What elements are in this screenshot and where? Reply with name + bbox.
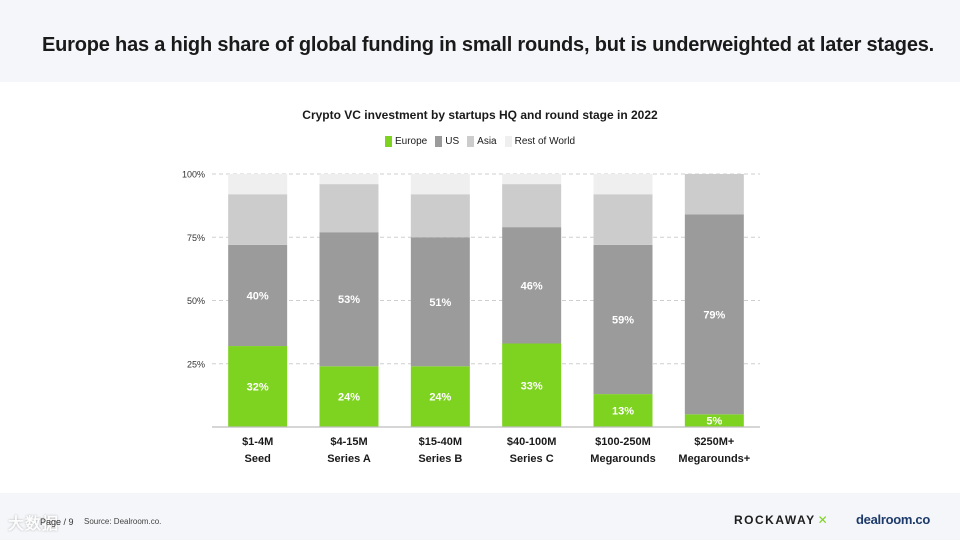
bar-segment-asia [319, 184, 379, 233]
bar-segment-europe [593, 394, 653, 427]
source-note: Source: Dealroom.co. [84, 517, 162, 526]
x-tick-label: Series C [510, 453, 554, 465]
data-label: 5% [706, 416, 722, 428]
legend-item-asia: Asia [467, 136, 497, 147]
rockaway-wordmark: ROCKAWAY [734, 513, 816, 527]
y-tick-label: 100% [182, 170, 205, 180]
x-tick-label: Megarounds [590, 453, 655, 465]
x-tick-label: Series A [327, 453, 371, 465]
x-tick-label: Series B [418, 453, 462, 465]
bar-segment-europe [319, 366, 379, 427]
bar-segment-us [684, 214, 744, 415]
legend-item-rest-of-world: Rest of World [504, 136, 575, 147]
data-label: 40% [247, 290, 269, 302]
chart-title: Crypto VC investment by startups HQ and … [302, 108, 658, 122]
bar-segment-us [410, 237, 470, 367]
legend-label: Asia [477, 136, 497, 147]
x-tick-label: $1-4M [242, 436, 273, 448]
page-headline: Europe has a high share of global fundin… [42, 34, 935, 56]
bar-segment-asia [502, 184, 562, 228]
bar-segment-europe [410, 366, 470, 427]
legend-item-us: US [435, 136, 459, 147]
bar-segment-asia [410, 194, 470, 238]
x-tick-label: $250M+ [694, 436, 734, 448]
bar-segment-europe [502, 343, 562, 427]
data-label: 79% [703, 309, 725, 321]
bar-segment-us [319, 232, 379, 367]
bar-segment-rest-of-world [410, 174, 470, 195]
y-tick-label: 75% [187, 233, 205, 243]
data-label: 24% [429, 392, 451, 404]
footer-band [0, 493, 960, 540]
legend-swatch [435, 136, 443, 147]
bar-segment-rest-of-world [502, 174, 562, 185]
bar-segment-rest-of-world [593, 174, 653, 195]
legend-swatch [467, 136, 475, 147]
legend-swatch [504, 136, 512, 147]
data-label: 59% [612, 314, 634, 326]
header-band [0, 0, 960, 82]
watermark-text: 大数据 [8, 516, 60, 533]
legend-label: Europe [395, 136, 428, 147]
y-tick-label: 25% [187, 359, 205, 369]
bar-segment-us [502, 227, 562, 344]
data-label: 32% [247, 382, 269, 394]
data-label: 51% [429, 297, 451, 309]
x-tick-label: Megarounds+ [678, 453, 750, 465]
bar-segment-europe [684, 414, 744, 427]
x-tick-label: Seed [245, 453, 271, 465]
bar-segment-asia [593, 194, 653, 245]
data-label: 46% [521, 280, 543, 292]
data-label: 33% [521, 380, 543, 392]
rockaway-logo: ROCKAWAY ✕ [734, 513, 829, 527]
bar-segment-europe [228, 346, 288, 427]
bar-segment-us [228, 244, 288, 347]
x-tick-label: $15-40M [419, 436, 462, 448]
bar-segment-asia [684, 174, 744, 215]
x-tick-label: $100-250M [595, 436, 651, 448]
rockaway-x-icon: ✕ [817, 513, 830, 527]
legend-label: Rest of World [514, 136, 575, 147]
legend-item-europe: Europe [385, 136, 427, 147]
page-number: Page / 9 [40, 517, 74, 527]
bar-segment-us [593, 244, 653, 395]
data-label: 13% [612, 406, 634, 418]
data-label: 53% [338, 294, 360, 306]
legend-swatch [385, 136, 392, 147]
chart-legend: Europe US Asia Rest of World [0, 136, 960, 147]
bar-segment-rest-of-world [228, 174, 288, 195]
bar-segment-asia [228, 194, 288, 245]
x-tick-label: $40-100M [507, 436, 557, 448]
x-tick-label: $4-15M [330, 436, 367, 448]
bar-segment-rest-of-world [319, 174, 379, 185]
legend-label: US [445, 136, 460, 147]
y-tick-label: 50% [187, 296, 205, 306]
data-label: 24% [338, 392, 360, 404]
dealroom-logo: dealroom.co [856, 512, 930, 527]
